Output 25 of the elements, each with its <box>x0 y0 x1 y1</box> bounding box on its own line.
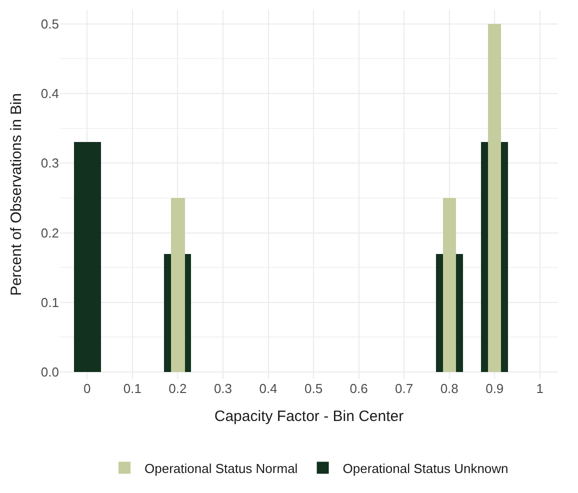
x-tick-label: 0.6 <box>350 381 368 396</box>
x-tick-label: 0.4 <box>259 381 278 396</box>
bar <box>443 198 456 372</box>
y-tick-label: 0.3 <box>40 156 59 171</box>
bar <box>171 198 185 372</box>
y-tick-label: 0.1 <box>40 294 59 310</box>
x-axis-title: Capacity Factor - Bin Center <box>214 408 404 425</box>
y-tick-label: 0.0 <box>40 364 59 380</box>
y-axis-title: Percent of Observations in Bin <box>8 93 26 296</box>
x-tick-label: 0.2 <box>168 381 187 396</box>
x-tick-label: 0 <box>84 381 91 396</box>
x-tick-label: 0.7 <box>395 381 414 396</box>
bar <box>74 142 101 372</box>
y-tick-label: 0.4 <box>40 86 59 102</box>
x-tick-label: 0.3 <box>214 381 232 396</box>
legend-label: Operational Status Unknown <box>342 460 508 476</box>
x-tick-label: 0.8 <box>440 381 458 396</box>
legend-label: Operational Status Normal <box>144 460 298 476</box>
x-tick-label: 0.5 <box>304 381 323 396</box>
bar <box>488 24 501 372</box>
y-tick-label: 0.5 <box>40 16 59 32</box>
x-tick-label: 1 <box>536 381 544 396</box>
x-tick-label: 0.9 <box>486 381 504 396</box>
x-tick-label: 0.1 <box>123 381 142 396</box>
y-tick-label: 0.2 <box>40 225 59 240</box>
